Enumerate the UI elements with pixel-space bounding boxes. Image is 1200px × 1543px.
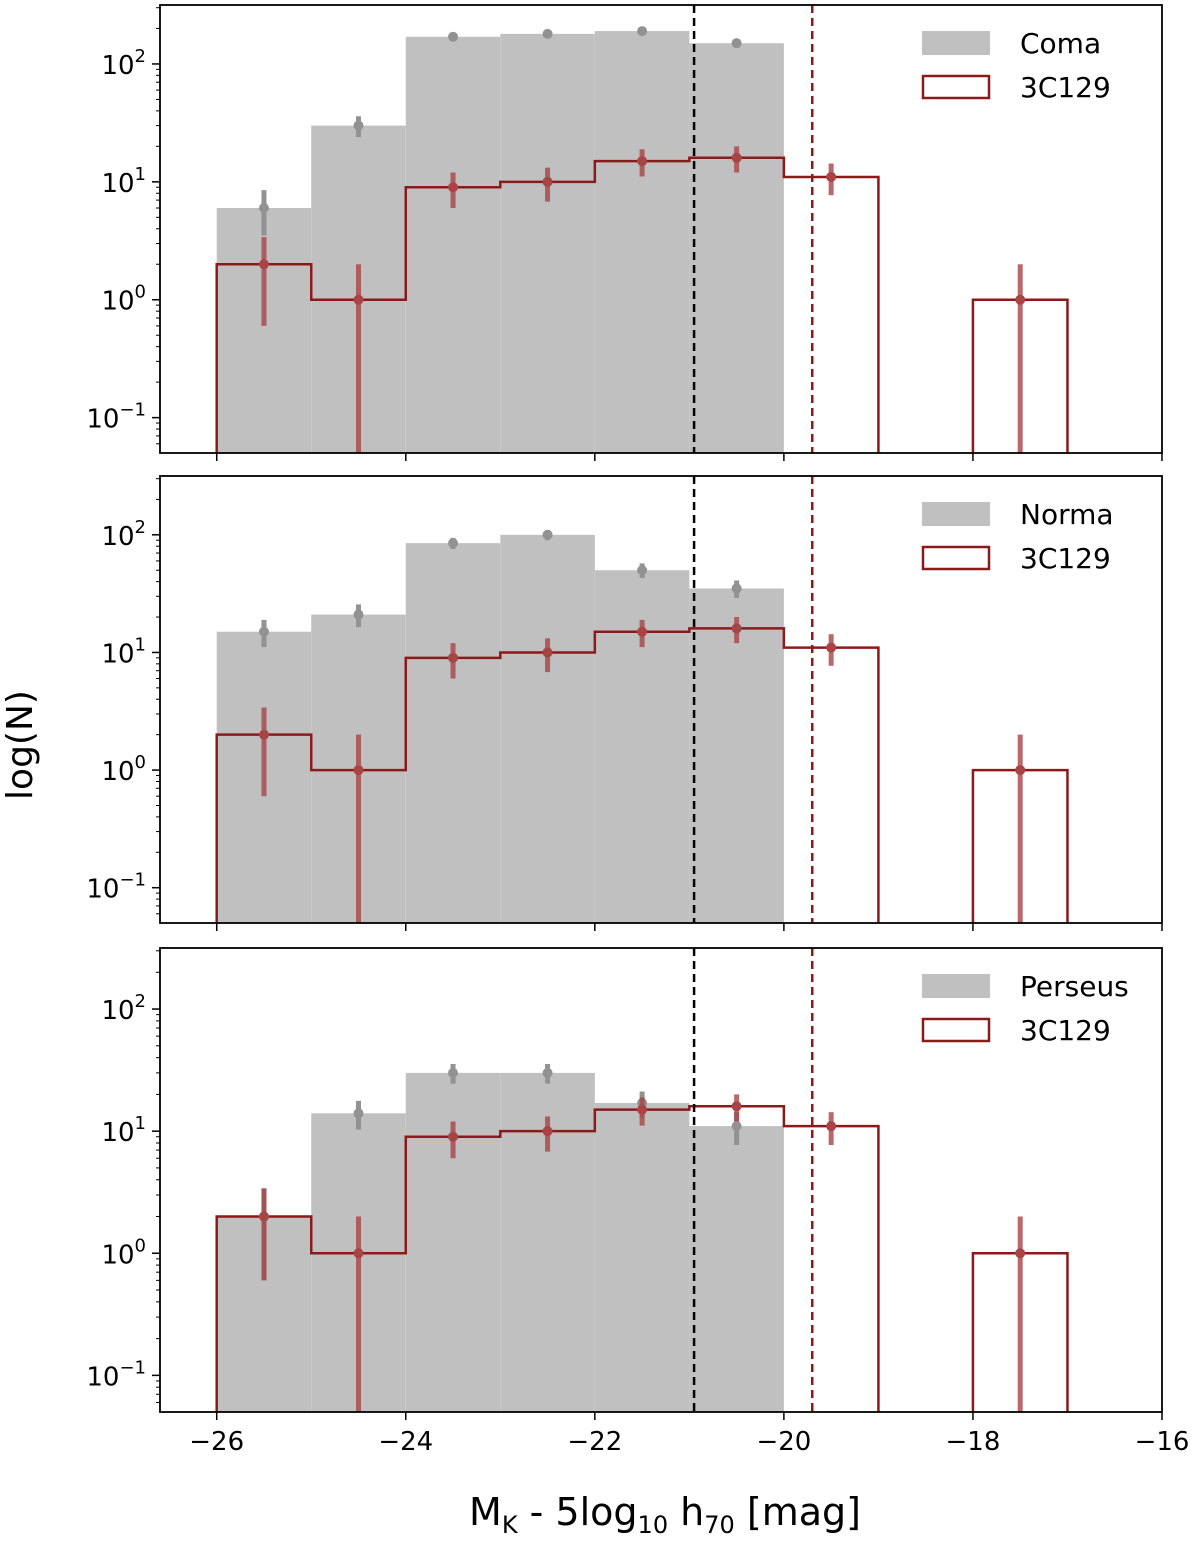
legend-cluster-label: Norma: [1020, 498, 1114, 531]
reference-point: [1015, 1248, 1026, 1259]
x-tick-label: −16: [1135, 1427, 1190, 1457]
cluster-point: [258, 202, 269, 213]
reference-point: [731, 152, 742, 163]
x-tick-label: −22: [567, 1427, 622, 1457]
cluster-point: [448, 1067, 459, 1078]
legend-reference-swatch: [921, 74, 991, 100]
plot-area: [215, 948, 1069, 1412]
reference-point: [353, 294, 364, 305]
cluster-point: [258, 626, 269, 637]
panel-perseus: 10−1 100 101 102 −26 −24 −22 −20 −18 −16 Perseus 3C…: [86, 947, 1190, 1457]
cluster-point: [731, 38, 742, 49]
cluster-point: [637, 565, 648, 576]
y-tick-label: 102: [101, 46, 146, 81]
x-tick-label: −18: [946, 1427, 1001, 1457]
reference-point: [542, 1126, 553, 1137]
legend-reference-label: 3C129: [1020, 71, 1111, 104]
reference-point: [258, 1211, 269, 1222]
legend-reference-label: 3C129: [1020, 542, 1111, 575]
cluster-bar: [594, 31, 690, 453]
y-tick-label: 101: [101, 164, 146, 199]
y-tick-label: 101: [101, 634, 146, 669]
cluster-point: [353, 609, 364, 620]
y-tick-label: 102: [101, 991, 146, 1026]
legend-reference-swatch: [921, 1017, 991, 1043]
y-tick-label: 100: [101, 1235, 146, 1270]
reference-point: [448, 1131, 459, 1142]
reference-point: [637, 1104, 648, 1115]
reference-point: [826, 171, 837, 182]
cluster-point: [448, 538, 459, 549]
legend-cluster-swatch: [922, 31, 990, 55]
legend-reference-label: 3C129: [1020, 1014, 1111, 1047]
cluster-bar: [500, 534, 595, 923]
reference-point: [826, 642, 837, 653]
reference-point: [637, 626, 648, 637]
reference-point: [353, 765, 364, 776]
reference-point: [637, 156, 648, 167]
reference-point: [731, 623, 742, 634]
cluster-bar: [500, 33, 595, 453]
reference-point: [258, 259, 269, 270]
reference-point: [1015, 765, 1026, 776]
reference-point: [353, 1248, 364, 1259]
legend-cluster-swatch: [922, 974, 990, 998]
plot-area: [215, 476, 1069, 923]
legend-cluster-label: Perseus: [1020, 970, 1129, 1003]
legend-cluster-swatch: [922, 502, 990, 526]
y-tick-label: 10−1: [86, 1357, 146, 1392]
cluster-point: [731, 583, 742, 594]
reference-point: [1015, 294, 1026, 305]
cluster-bar: [689, 43, 784, 453]
y-tick-label: 100: [101, 282, 146, 317]
x-tick-label: −26: [189, 1427, 244, 1457]
cluster-point: [448, 31, 459, 42]
plot-area: [215, 5, 1069, 453]
x-axis-label: MK - 5log10 h70 [mag]: [469, 1490, 861, 1539]
cluster-point: [353, 1108, 364, 1119]
reference-point: [448, 652, 459, 663]
panel-norma: 10−1 100 101 102 Norma 3C129: [86, 475, 1163, 931]
y-tick-label: 10−1: [86, 870, 146, 905]
x-tick-label: −20: [756, 1427, 811, 1457]
cluster-point: [637, 26, 648, 37]
reference-point: [826, 1121, 837, 1132]
x-tick-label: −24: [378, 1427, 433, 1457]
cluster-bar: [405, 36, 501, 453]
y-tick-label: 102: [101, 517, 146, 552]
cluster-point: [542, 529, 553, 540]
panel-coma: 10−1 100 101 102 Coma 3C129: [86, 4, 1163, 461]
legend-reference-swatch: [921, 545, 991, 571]
cluster-point: [731, 1121, 742, 1132]
cluster-bar: [405, 543, 501, 923]
reference-point: [731, 1101, 742, 1112]
y-tick-label: 101: [101, 1113, 146, 1148]
reference-point: [258, 729, 269, 740]
cluster-bar: [689, 588, 784, 923]
reference-point: [448, 182, 459, 193]
y-tick-label: 100: [101, 752, 146, 787]
y-tick-label: 10−1: [86, 400, 146, 435]
legend-cluster-label: Coma: [1020, 27, 1101, 60]
reference-point: [542, 176, 553, 187]
cluster-point: [353, 120, 364, 131]
reference-point: [542, 647, 553, 658]
y-axis-label: log(N): [0, 690, 41, 800]
cluster-bar: [594, 1103, 690, 1412]
cluster-bar: [689, 1126, 784, 1412]
cluster-point: [542, 1067, 553, 1078]
cluster-point: [542, 28, 553, 39]
